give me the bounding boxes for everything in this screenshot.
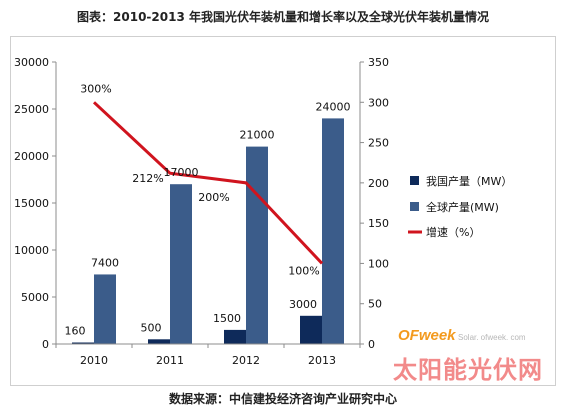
right-tick-label: 350 bbox=[368, 56, 389, 69]
right-tick-label: 50 bbox=[368, 298, 382, 311]
global-bar bbox=[322, 118, 344, 345]
bars-layer bbox=[72, 118, 344, 345]
legend-label-china: 我国产量（MW） bbox=[426, 174, 512, 188]
x-tick-label: 2010 bbox=[80, 354, 108, 367]
growth-label: 200% bbox=[198, 191, 229, 204]
legend-swatch-china bbox=[410, 176, 419, 185]
right-tick-label: 150 bbox=[368, 217, 389, 230]
left-tick-label: 30000 bbox=[14, 56, 49, 69]
legend-label-global: 全球产量(MW) bbox=[426, 200, 499, 214]
china-bar bbox=[300, 315, 322, 344]
axes-layer: 0 5000 10000 15000 20000 25000 30000 0 50 100 150 2… bbox=[14, 56, 389, 367]
left-tick-label: 15000 bbox=[14, 197, 49, 210]
legend-label-growth: 增速（%） bbox=[426, 225, 480, 239]
x-tick-label: 2011 bbox=[156, 354, 184, 367]
chart-title: 图表：2010-2013 年我国光伏年装机量和增长率以及全球光伏年装机量情况 bbox=[77, 10, 489, 24]
legend: 我国产量（MW） 全球产量(MW) 增速（%） bbox=[408, 174, 512, 239]
data-source: 数据来源：中信建投经济咨询产业研究中心 bbox=[168, 392, 397, 406]
right-tick-label: 300 bbox=[368, 96, 389, 109]
right-tick-label: 250 bbox=[368, 137, 389, 150]
right-tick-label: 100 bbox=[368, 257, 389, 270]
china-bar bbox=[72, 342, 94, 344]
growth-label: 300% bbox=[80, 82, 111, 95]
right-tick-label: 0 bbox=[368, 338, 375, 351]
global-bar bbox=[170, 184, 192, 344]
growth-label: 100% bbox=[288, 264, 319, 277]
china-bar-label: 3000 bbox=[289, 298, 317, 311]
x-tick-label: 2013 bbox=[308, 354, 336, 367]
legend-swatch-global bbox=[410, 202, 419, 211]
left-tick-label: 10000 bbox=[14, 244, 49, 257]
china-bar bbox=[224, 329, 246, 344]
chart-frame bbox=[10, 36, 556, 386]
china-bar-label: 500 bbox=[141, 321, 162, 334]
left-tick-label: 0 bbox=[42, 338, 49, 351]
growth-line-layer bbox=[92, 101, 324, 265]
watermark-cn: 太阳能光伏网 bbox=[393, 356, 543, 384]
growth-line bbox=[92, 101, 324, 265]
x-tick-label: 2012 bbox=[232, 354, 260, 367]
left-tick-label: 5000 bbox=[21, 291, 49, 304]
left-tick-label: 25000 bbox=[14, 103, 49, 116]
china-bar-label: 160 bbox=[65, 324, 86, 337]
watermark-brand: OFweek bbox=[398, 327, 456, 344]
global-bar-label: 7400 bbox=[91, 256, 119, 269]
china-bar-label: 1500 bbox=[213, 312, 241, 325]
global-bar-label: 17000 bbox=[164, 166, 199, 179]
growth-label: 212% bbox=[132, 172, 163, 185]
global-bar-label: 21000 bbox=[240, 129, 275, 142]
labels-layer: 160 500 1500 3000 7400 17000 21000 24000 300% 212… bbox=[65, 82, 351, 337]
global-bar bbox=[246, 146, 268, 344]
china-bar bbox=[148, 339, 170, 344]
global-bar-label: 24000 bbox=[316, 100, 351, 113]
left-tick-label: 20000 bbox=[14, 150, 49, 163]
right-tick-label: 200 bbox=[368, 177, 389, 190]
global-bar bbox=[94, 274, 116, 344]
watermark-site: Solar. ofweek. com bbox=[458, 333, 526, 342]
